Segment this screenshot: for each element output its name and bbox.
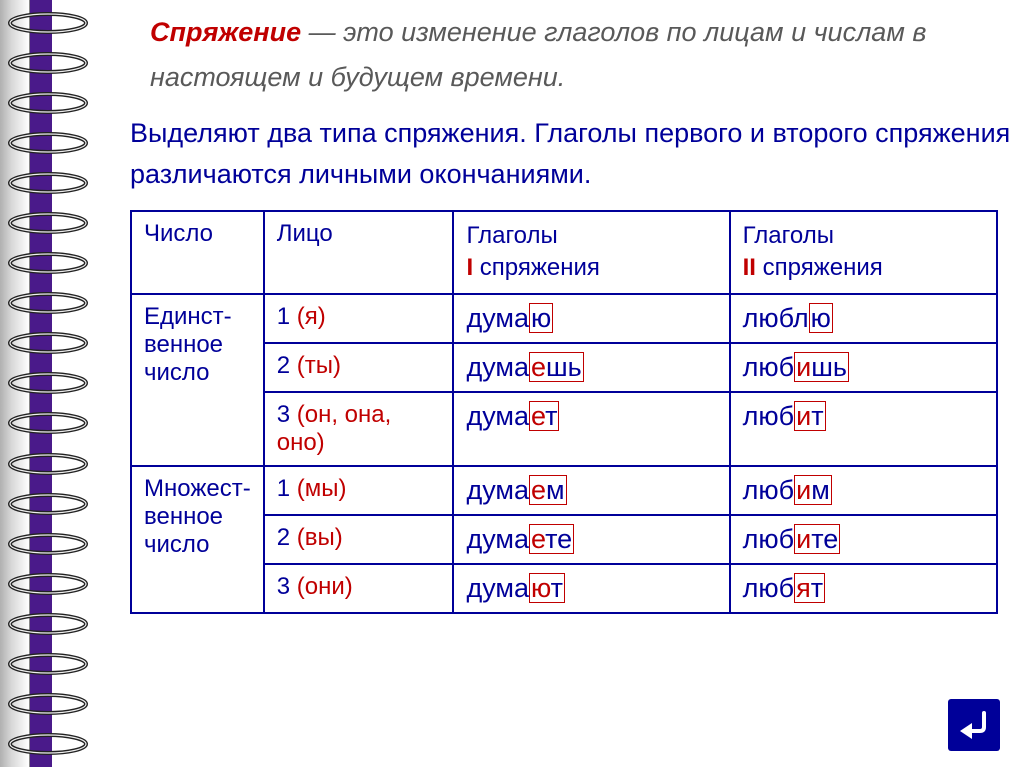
definition-paragraph: Спряжение — это изменение глаголов по ли…	[130, 10, 1016, 99]
verb-cell-conj2: любит	[730, 392, 998, 466]
table-row: Множест-венное число 1 (мы) думаем любим	[131, 466, 997, 515]
verb-cell-conj1: думают	[453, 564, 729, 613]
subheading: Выделяют два типа спряжения. Глаголы пер…	[130, 113, 1016, 194]
verb-cell-conj2: любим	[730, 466, 998, 515]
header-number: Число	[131, 211, 264, 294]
verb-cell-conj1: думаешь	[453, 343, 729, 392]
verb-cell-conj2: любишь	[730, 343, 998, 392]
number-cell-plural: Множест-венное число	[131, 466, 264, 613]
person-cell: 2 (вы)	[264, 515, 454, 564]
verb-cell-conj1: думаете	[453, 515, 729, 564]
table-header-row: Число Лицо Глаголы I спряжения Глаголы I…	[131, 211, 997, 294]
person-cell: 1 (я)	[264, 294, 454, 343]
header-conj2: Глаголы II спряжения	[730, 211, 998, 294]
spiral-binding	[6, 10, 96, 757]
return-button[interactable]	[948, 699, 1000, 751]
table-row: Единст-венное число 1 (я) думаю люблю	[131, 294, 997, 343]
header-conj1: Глаголы I спряжения	[453, 211, 729, 294]
verb-cell-conj1: думаю	[453, 294, 729, 343]
return-arrow-icon	[954, 705, 994, 745]
verb-cell-conj2: люблю	[730, 294, 998, 343]
person-cell: 3 (он, она, оно)	[264, 392, 454, 466]
person-cell: 3 (они)	[264, 564, 454, 613]
verb-cell-conj2: любят	[730, 564, 998, 613]
verb-cell-conj1: думает	[453, 392, 729, 466]
verb-cell-conj1: думаем	[453, 466, 729, 515]
conjugation-table: Число Лицо Глаголы I спряжения Глаголы I…	[130, 210, 998, 614]
person-cell: 2 (ты)	[264, 343, 454, 392]
header-person: Лицо	[264, 211, 454, 294]
person-cell: 1 (мы)	[264, 466, 454, 515]
verb-cell-conj2: любите	[730, 515, 998, 564]
number-cell-singular: Единст-венное число	[131, 294, 264, 466]
page-content: Спряжение — это изменение глаголов по ли…	[130, 10, 1016, 614]
definition-term: Спряжение	[150, 17, 301, 47]
